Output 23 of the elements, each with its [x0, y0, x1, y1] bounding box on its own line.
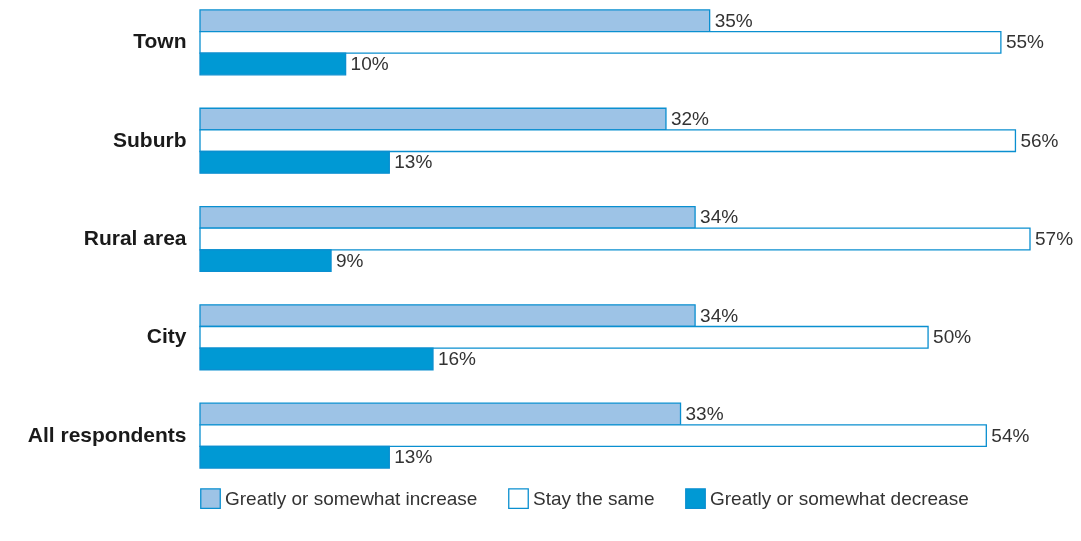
data-label: 10% [350, 53, 389, 75]
data-label: 13% [394, 446, 433, 468]
data-label: 55% [1005, 31, 1045, 53]
data-label: 50% [933, 326, 972, 348]
data-label: 56% [1020, 129, 1059, 151]
y-tick-label: All respondents [27, 422, 187, 446]
y-tick-label: Rural area [83, 226, 187, 249]
data-label: 33% [685, 402, 724, 424]
data-label: 57% [1035, 228, 1074, 249]
data-label: 34% [700, 304, 739, 326]
y-tick-label: Suburb [113, 127, 187, 151]
data-label: 34% [700, 206, 739, 228]
data-label: 32% [670, 108, 710, 130]
data-label: 16% [437, 347, 477, 369]
data-label: 54% [991, 424, 1030, 446]
data-label: 35% [714, 9, 753, 31]
legend-label: Stay the same [533, 487, 655, 509]
legend-label: Greatly or somewhat decrease [710, 487, 969, 509]
y-tick-label: Town [133, 29, 187, 53]
data-label: 13% [394, 151, 433, 173]
y-tick-label: City [146, 324, 187, 348]
data-label: 9% [336, 249, 364, 271]
legend-label: Greatly or somewhat increase [225, 487, 478, 509]
